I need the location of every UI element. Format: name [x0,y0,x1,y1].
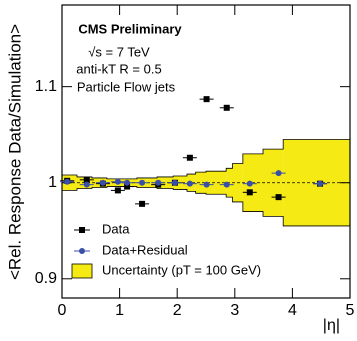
data-point [246,189,253,196]
data-point [114,178,121,185]
annotation: Particle Flow jets [77,79,176,94]
data-point [223,181,230,188]
y-tick-label: 0.9 [35,270,57,287]
y-axis-label: <Rel. Response Data/Simulation> [5,24,24,280]
data-point [83,181,90,188]
data-point [139,200,146,207]
data-point [186,180,193,187]
data-point [64,178,71,185]
data-point [223,104,230,111]
x-tick-label: 4 [288,302,297,319]
data-point [171,179,178,186]
uncertainty-band [206,171,227,195]
data-point [139,179,146,186]
x-tick-label: 0 [58,302,67,319]
data-point [275,194,282,201]
x-tick-label: 2 [173,302,182,319]
uncertainty-band [195,172,206,194]
legend-marker [79,248,85,254]
x-tick-label: 1 [115,302,124,319]
band-outline [62,139,350,180]
plot-frame [61,4,351,299]
x-tick-label: 3 [230,302,239,319]
legend-label: Uncertainty (pT = 100 GeV) [102,262,261,277]
data-point [124,179,131,186]
y-tick-label: 1.1 [35,78,57,95]
data-point [317,180,324,187]
legend-label: Data [102,221,130,236]
band-outline [62,186,350,227]
data-point [83,176,90,183]
data-point [124,183,131,190]
data-point [246,180,253,187]
data-point [275,170,282,177]
x-axis-label: |η| [323,317,340,334]
data-point [155,179,162,186]
y-tick-label: 1 [48,174,57,191]
annotation: √s = 7 TeV [88,44,150,59]
data-point [186,154,193,161]
chart-title: CMS Preliminary [78,21,182,36]
annotation: anti-kT R = 0.5 [76,61,161,76]
legend-swatch [71,263,93,279]
data-point [203,181,210,188]
legend-label: Data+Residual [102,242,188,257]
data-point [203,96,210,103]
data-point [99,179,106,186]
x-tick-label: 5 [346,302,355,319]
data-point [114,187,121,194]
legend-marker [79,227,85,233]
